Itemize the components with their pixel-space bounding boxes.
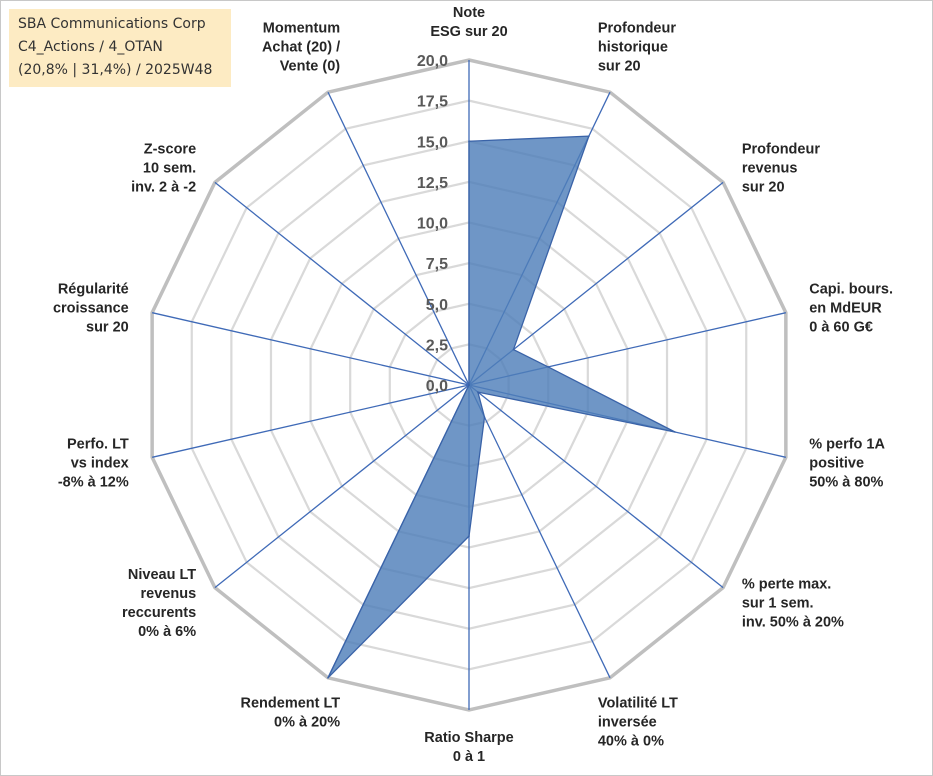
axis-label-line: historique (598, 40, 668, 56)
axis-label-3: Capi. bours. en MdEUR 0 à 60 G€ (809, 281, 893, 335)
axis-label-line: 0 à 1 (453, 749, 485, 765)
axis-label-0: Note ESG sur 20 (430, 5, 507, 40)
data-point-7 (468, 535, 470, 537)
axis-label-line: Perfo. LT (67, 437, 129, 453)
axis-label-line: Profondeur (742, 141, 820, 157)
portfolio-path: C4_Actions / 4_OTAN (18, 39, 163, 55)
axis-label-4: % perfo 1A positive 50% à 80% (809, 437, 885, 491)
axis-spoke-10 (152, 384, 470, 458)
axis-label-line: % perfo 1A (809, 437, 885, 453)
axis-label-9: Niveau LT revenus reccurents 0% à 6% (122, 567, 196, 640)
tick-label: 17,5 (417, 94, 448, 111)
data-point-4 (674, 431, 676, 433)
axis-label-2: Profondeur revenus sur 20 (742, 141, 820, 195)
data-point-6 (483, 416, 486, 419)
axis-label-line: Niveau LT (128, 567, 196, 583)
axis-spoke-11 (152, 312, 470, 386)
axis-label-line: 0 à 60 G€ (809, 319, 873, 335)
axis-label-line: Rendement LT (241, 695, 341, 711)
axis-label-line: Profondeur (598, 21, 676, 37)
axis-label-line: 50% à 80% (809, 475, 883, 491)
axis-label-line: sur 20 (742, 179, 785, 195)
axis-label-line: -8% à 12% (58, 475, 129, 491)
tick-label: 2,5 (426, 337, 448, 354)
axis-spoke-12 (214, 181, 470, 386)
axis-label-line: revenus (742, 160, 798, 176)
axis-label-line: Capi. bours. (809, 281, 893, 297)
axis-spoke-13 (327, 91, 470, 386)
axis-label-line: inv. 2 à -2 (131, 179, 196, 195)
axis-label-12: Z-score 10 sem. inv. 2 à -2 (131, 141, 196, 195)
axis-label-line: sur 20 (598, 59, 641, 75)
company-name: SBA Communications Corp (18, 16, 206, 32)
performance-week: (20,8% | 31,4%) / 2025W48 (18, 62, 213, 78)
tick-label: 5,0 (426, 297, 448, 314)
axis-label-line: % perte max. (742, 577, 831, 593)
axis-label-line: Volatilité LT (598, 695, 678, 711)
axis-spoke-6 (468, 384, 611, 679)
axis-label-11: Régularité croissance sur 20 (53, 281, 129, 335)
tick-label: 7,5 (426, 256, 448, 273)
axis-label-13: Momentum Achat (20) / Vente (0) (262, 21, 340, 75)
data-point-2 (512, 348, 515, 351)
axis-label-line: ESG sur 20 (430, 24, 507, 40)
data-point-3 (547, 366, 550, 368)
axis-label-line: vs index (71, 456, 129, 472)
axis-label-1: Profondeur historique sur 20 (598, 21, 676, 75)
data-point-5 (477, 391, 479, 393)
axis-label-line: sur 1 sem. (742, 596, 814, 612)
axis-label-7: Ratio Sharpe 0 à 1 (424, 730, 513, 765)
tick-label: 12,5 (417, 175, 448, 192)
radial-tick-labels: 0,0 2,5 5,0 7,5 10,0 12,5 15,0 17,5 20,0 (417, 53, 448, 395)
axis-label-line: en MdEUR (809, 300, 882, 316)
axis-label-line: sur 20 (86, 319, 129, 335)
axis-spoke-5 (468, 384, 724, 589)
data-point-13 (468, 384, 470, 386)
axis-label-line: inversée (598, 714, 657, 730)
axis-label-line: Achat (20) / (262, 40, 340, 56)
tick-label: 0,0 (426, 378, 448, 395)
axis-label-line: Vente (0) (280, 59, 341, 75)
axis-label-line: Z-score (144, 141, 196, 157)
axis-label-line: Note (453, 5, 485, 21)
axis-label-line: croissance (53, 300, 129, 316)
tick-label: 15,0 (417, 134, 448, 151)
axis-spoke-9 (214, 384, 470, 589)
tick-label: 20,0 (417, 53, 448, 70)
axis-label-line: 10 sem. (143, 160, 196, 176)
axis-label-8: Rendement LT 0% à 20% (241, 695, 341, 730)
axis-label-line: positive (809, 456, 864, 472)
axis-label-line: revenus (141, 586, 197, 602)
axis-label-5: % perte max. sur 1 sem. inv. 50% à 20% (742, 577, 844, 631)
axis-label-10: Perfo. LT vs index -8% à 12% (58, 437, 129, 491)
axis-label-line: Ratio Sharpe (424, 730, 513, 746)
axis-label-6: Volatilité LT inversée 40% à 0% (598, 695, 678, 749)
axis-labels: Note ESG sur 20 Profondeur historique sur 20… (53, 5, 893, 765)
axis-label-line: reccurents (122, 605, 196, 621)
axis-label-line: 0% à 20% (274, 714, 340, 730)
axis-label-line: 0% à 6% (138, 624, 196, 640)
data-point-1 (588, 135, 590, 137)
radar-series (327, 135, 676, 679)
axis-label-line: inv. 50% à 20% (742, 615, 844, 631)
data-point-0 (468, 140, 470, 143)
axis-label-line: Régularité (58, 281, 129, 297)
tick-label: 10,0 (417, 216, 448, 233)
axis-label-line: Momentum (263, 21, 340, 37)
axis-label-line: 40% à 0% (598, 733, 664, 749)
info-box: SBA Communications Corp C4_Actions / 4_O… (9, 9, 231, 87)
data-point-8 (327, 677, 329, 679)
